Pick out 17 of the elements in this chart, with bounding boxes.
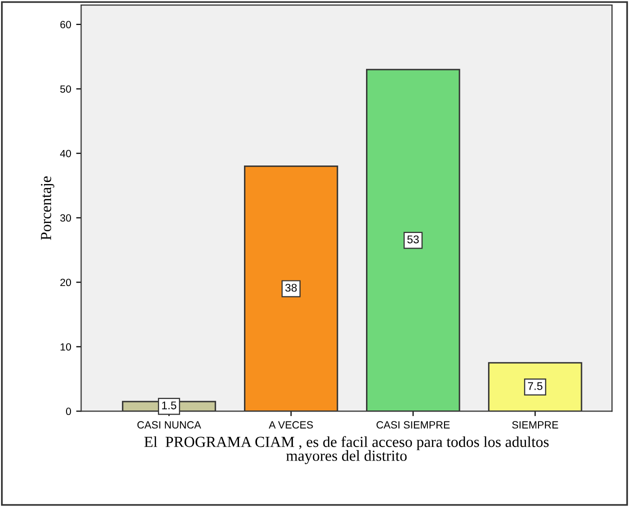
x-tick-label: A VECES <box>268 421 313 429</box>
data-label: 38 <box>285 284 297 292</box>
y-tick-label: 20 <box>60 278 72 286</box>
y-tick-label: 60 <box>60 20 72 28</box>
x-tick-label: CASI NUNCA <box>137 421 202 429</box>
y-tick-label: 50 <box>60 85 72 93</box>
data-label: 1.5 <box>162 402 176 410</box>
y-tick-label: 10 <box>60 343 72 351</box>
x-axis-title: El PROGRAMA CIAM , es de facil acceso para todos los adultos mayores del distrito <box>144 436 549 464</box>
y-tick-label: 30 <box>60 214 72 222</box>
x-tick-label: CASI SIEMPRE <box>376 421 450 429</box>
data-label: 7.5 <box>528 382 542 390</box>
y-tick-label: 40 <box>60 150 72 158</box>
y-axis-title: Porcentaje <box>40 176 54 240</box>
x-tick-label: SIEMPRE <box>512 421 558 429</box>
data-label: 53 <box>407 235 419 244</box>
y-tick-label: 0 <box>66 408 72 416</box>
